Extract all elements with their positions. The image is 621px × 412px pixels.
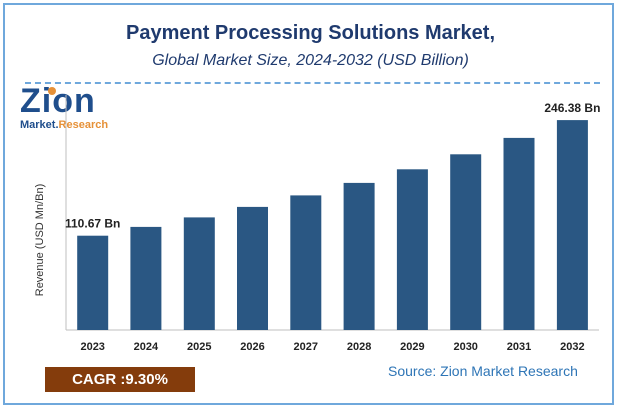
bar-2027 — [290, 195, 322, 330]
logo-word: Zion — [20, 82, 96, 120]
bar-2023 — [77, 235, 109, 330]
x-tick-2024: 2024 — [134, 341, 159, 353]
cagr-badge: CAGR : 9.30% — [45, 367, 195, 392]
x-tick-2025: 2025 — [187, 341, 211, 353]
data-label-2032: 246.38 Bn — [544, 101, 600, 115]
cagr-value: 9.30% — [125, 371, 168, 388]
bar-2030 — [450, 154, 482, 330]
logo-subtitle: Market.Research — [20, 119, 108, 131]
cagr-label: CAGR : — [72, 371, 126, 388]
chart-subtitle: Global Market Size, 2024-2032 (USD Billi… — [152, 52, 469, 69]
x-tick-2028: 2028 — [347, 341, 371, 353]
data-label-2023: 110.67 Bn — [65, 217, 120, 231]
bar-2025 — [183, 217, 215, 330]
bar-2028 — [343, 182, 375, 330]
chart-title: Payment Processing Solutions Market, — [126, 22, 495, 44]
x-tick-2029: 2029 — [400, 341, 424, 353]
logo-sub-a: Market. — [20, 119, 59, 131]
source-note: Source: Zion Market Research — [388, 363, 578, 379]
logo-sub-b: Research — [58, 119, 109, 131]
x-tick-2023: 2023 — [80, 341, 104, 353]
zion-logo: Zion Market.Research — [20, 82, 130, 136]
x-tick-2030: 2030 — [453, 341, 477, 353]
x-tick-2032: 2032 — [560, 341, 584, 353]
title-divider — [25, 82, 600, 84]
x-tick-2031: 2031 — [507, 341, 531, 353]
bar-2032 — [556, 120, 588, 330]
bar-2026 — [237, 206, 268, 330]
x-tick-2026: 2026 — [240, 341, 264, 353]
logo-dot-icon — [48, 87, 56, 95]
bar-2024 — [130, 226, 162, 330]
bar-2029 — [396, 169, 428, 330]
x-tick-2027: 2027 — [294, 341, 318, 353]
bar-2031 — [503, 137, 535, 330]
